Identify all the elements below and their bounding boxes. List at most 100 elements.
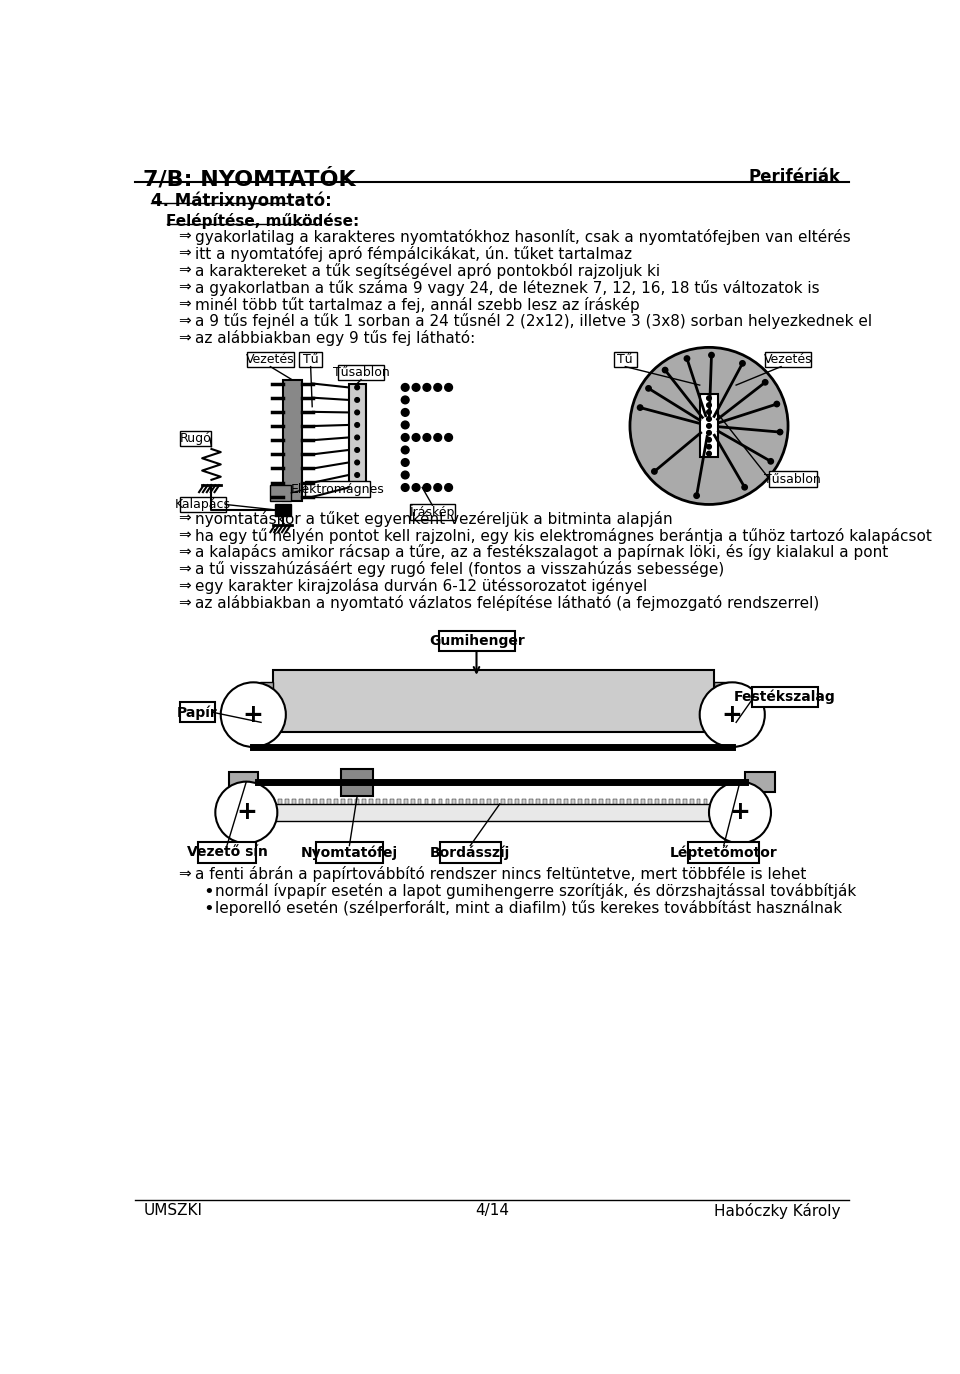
- Text: a kalapács amikor rácsap a tűre, az a festékszalagot a papírnak löki, és így kia: a kalapács amikor rácsap a tűre, az a fe…: [195, 544, 888, 561]
- Text: +: +: [243, 702, 264, 727]
- Text: +: +: [722, 702, 743, 727]
- Bar: [753, 800, 756, 804]
- Circle shape: [401, 420, 409, 429]
- Circle shape: [434, 434, 442, 441]
- Bar: [732, 800, 735, 804]
- Circle shape: [355, 423, 359, 427]
- Circle shape: [708, 352, 714, 357]
- Bar: [627, 800, 631, 804]
- Circle shape: [423, 383, 431, 392]
- Bar: [228, 772, 258, 793]
- Circle shape: [355, 409, 359, 415]
- Text: 4. Mátrixnyomtató:: 4. Mátrixnyomtató:: [151, 191, 332, 210]
- Circle shape: [707, 423, 711, 429]
- Circle shape: [444, 434, 452, 441]
- Bar: [516, 800, 519, 804]
- Bar: [529, 800, 533, 804]
- Circle shape: [401, 484, 409, 492]
- Bar: [641, 800, 645, 804]
- Text: ha egy tű helyén pontot kell rajzolni, egy kis elektromágnes berántja a tűhöz ta: ha egy tű helyén pontot kell rajzolni, e…: [195, 528, 932, 544]
- Bar: [452, 800, 456, 804]
- Text: Felépítése, működése:: Felépítése, működése:: [166, 213, 360, 228]
- Bar: [274, 671, 713, 731]
- Bar: [557, 800, 561, 804]
- Bar: [362, 800, 366, 804]
- Circle shape: [401, 408, 409, 416]
- Bar: [697, 800, 701, 804]
- Circle shape: [215, 782, 277, 844]
- Bar: [467, 800, 470, 804]
- Bar: [439, 800, 443, 804]
- Bar: [334, 800, 338, 804]
- Bar: [564, 800, 568, 804]
- Circle shape: [412, 434, 420, 441]
- FancyBboxPatch shape: [769, 471, 817, 486]
- Bar: [704, 800, 708, 804]
- Bar: [592, 800, 596, 804]
- Bar: [341, 800, 345, 804]
- Text: 7/B: NYOMTATÓK: 7/B: NYOMTATÓK: [143, 168, 356, 190]
- Circle shape: [707, 403, 711, 408]
- Circle shape: [355, 385, 359, 390]
- Bar: [292, 800, 296, 804]
- Text: •: •: [204, 900, 214, 918]
- Text: ⇒: ⇒: [179, 262, 191, 278]
- Bar: [306, 800, 310, 804]
- Circle shape: [707, 437, 711, 442]
- Bar: [251, 800, 254, 804]
- Bar: [522, 800, 526, 804]
- FancyBboxPatch shape: [613, 352, 636, 367]
- Bar: [257, 800, 261, 804]
- FancyBboxPatch shape: [338, 365, 384, 381]
- Text: leporelló esetén (szélperforált, mint a diafilm) tűs kerekes továbbítást használ: leporelló esetén (szélperforált, mint a …: [214, 900, 842, 916]
- Bar: [634, 800, 637, 804]
- Circle shape: [662, 367, 668, 372]
- Bar: [236, 800, 240, 804]
- Bar: [348, 800, 351, 804]
- Text: ⇒: ⇒: [179, 528, 191, 543]
- FancyBboxPatch shape: [305, 481, 371, 497]
- Text: normál ívpapír esetén a lapot gumihengerre szorítják, és dörzshajtással továbbít: normál ívpapír esetén a lapot gumihenger…: [214, 883, 855, 900]
- Bar: [396, 800, 400, 804]
- Text: ⇒: ⇒: [179, 229, 191, 243]
- Bar: [713, 682, 728, 720]
- FancyBboxPatch shape: [688, 842, 759, 863]
- Bar: [676, 800, 680, 804]
- Bar: [285, 800, 289, 804]
- Bar: [488, 800, 492, 804]
- FancyBboxPatch shape: [199, 842, 255, 863]
- FancyBboxPatch shape: [440, 842, 500, 863]
- Circle shape: [401, 447, 409, 453]
- Text: Tű: Tű: [302, 353, 319, 367]
- Bar: [341, 768, 373, 797]
- Bar: [369, 800, 372, 804]
- Text: Elektromágnes: Elektromágnes: [291, 482, 385, 496]
- Circle shape: [694, 493, 699, 499]
- Circle shape: [684, 356, 689, 361]
- FancyBboxPatch shape: [247, 352, 294, 367]
- Circle shape: [355, 436, 359, 440]
- Circle shape: [707, 409, 711, 415]
- Circle shape: [401, 471, 409, 480]
- Text: Léptetőmotor: Léptetőmotor: [670, 845, 778, 860]
- Text: Tűsablon: Tűsablon: [333, 367, 390, 379]
- Bar: [725, 800, 729, 804]
- Bar: [259, 682, 274, 720]
- Bar: [578, 800, 582, 804]
- Circle shape: [742, 485, 748, 491]
- Bar: [683, 800, 686, 804]
- Text: ⇒: ⇒: [179, 297, 191, 312]
- Circle shape: [740, 360, 745, 365]
- Bar: [390, 800, 394, 804]
- Circle shape: [630, 348, 788, 504]
- Text: Vezető sín: Vezető sín: [186, 845, 268, 860]
- Circle shape: [401, 396, 409, 404]
- Text: ⇒: ⇒: [179, 595, 191, 610]
- Text: Bordásszíj: Bordásszíj: [430, 845, 511, 860]
- Bar: [655, 800, 659, 804]
- Bar: [689, 800, 693, 804]
- Circle shape: [778, 430, 782, 434]
- Text: a fenti ábrán a papírtovábbító rendszer nincs feltüntetve, mert többféle is lehe: a fenti ábrán a papírtovábbító rendszer …: [195, 867, 806, 882]
- FancyBboxPatch shape: [180, 497, 227, 513]
- Circle shape: [412, 484, 420, 492]
